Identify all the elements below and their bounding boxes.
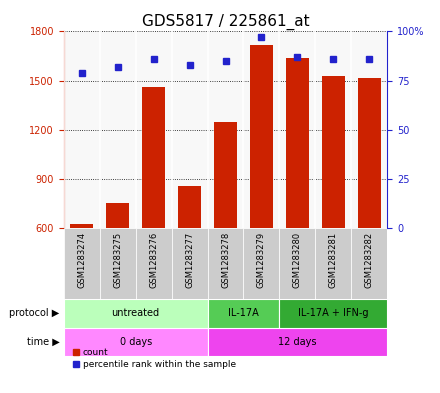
Text: GSM1283279: GSM1283279 bbox=[257, 231, 266, 288]
Bar bbox=[70, 224, 93, 228]
Bar bbox=[178, 186, 201, 228]
Text: 0 days: 0 days bbox=[120, 337, 152, 347]
Bar bbox=[243, 228, 279, 299]
Title: GDS5817 / 225861_at: GDS5817 / 225861_at bbox=[142, 14, 309, 30]
Text: GSM1283278: GSM1283278 bbox=[221, 231, 230, 288]
Bar bbox=[100, 228, 136, 299]
Bar bbox=[136, 228, 172, 299]
Bar bbox=[172, 228, 208, 299]
Text: GSM1283282: GSM1283282 bbox=[365, 231, 374, 288]
Bar bbox=[286, 58, 309, 228]
Bar bbox=[214, 121, 237, 228]
Bar bbox=[279, 299, 387, 328]
Text: time ▶: time ▶ bbox=[27, 337, 59, 347]
Legend: count, percentile rank within the sample: count, percentile rank within the sample bbox=[68, 345, 239, 373]
Bar bbox=[358, 78, 381, 228]
Bar bbox=[279, 228, 315, 299]
Text: GSM1283276: GSM1283276 bbox=[149, 231, 158, 288]
Bar bbox=[64, 299, 208, 328]
Text: untreated: untreated bbox=[112, 309, 160, 318]
Text: GSM1283275: GSM1283275 bbox=[113, 231, 122, 288]
Bar bbox=[64, 228, 100, 299]
Bar bbox=[208, 328, 387, 356]
Bar bbox=[322, 75, 345, 228]
Bar bbox=[351, 228, 387, 299]
Bar bbox=[208, 299, 279, 328]
Text: GSM1283281: GSM1283281 bbox=[329, 231, 338, 288]
Bar bbox=[250, 44, 273, 228]
Bar bbox=[315, 228, 351, 299]
Bar bbox=[142, 87, 165, 228]
Bar bbox=[64, 328, 208, 356]
Text: IL-17A: IL-17A bbox=[228, 309, 259, 318]
Text: IL-17A + IFN-g: IL-17A + IFN-g bbox=[298, 309, 369, 318]
Text: GSM1283277: GSM1283277 bbox=[185, 231, 194, 288]
Bar bbox=[208, 228, 243, 299]
Text: 12 days: 12 days bbox=[278, 337, 317, 347]
Text: GSM1283280: GSM1283280 bbox=[293, 231, 302, 288]
Bar bbox=[106, 202, 129, 228]
Text: protocol ▶: protocol ▶ bbox=[9, 309, 59, 318]
Text: GSM1283274: GSM1283274 bbox=[77, 231, 86, 288]
